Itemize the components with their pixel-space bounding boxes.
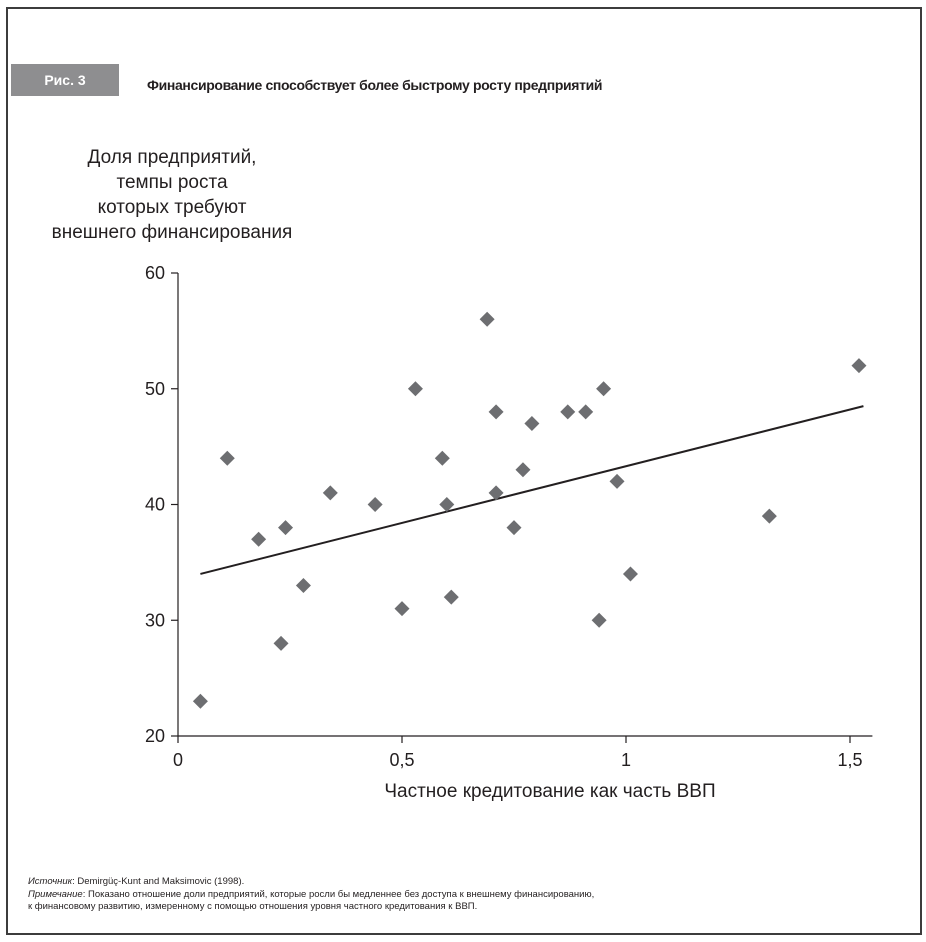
- y-tick-label: 60: [145, 263, 165, 283]
- x-axis-label: Частное кредитование как часть ВВП: [384, 781, 716, 802]
- data-point: [479, 311, 495, 327]
- data-point: [407, 381, 423, 397]
- data-point: [506, 520, 522, 536]
- note-line: Примечание: Показано отношение доли пред…: [28, 889, 594, 902]
- source-label: Источник: [28, 876, 73, 887]
- x-tick-label: 0: [173, 750, 183, 770]
- note-text: : Показано отношение доли предприятий, к…: [82, 888, 595, 900]
- data-point: [434, 450, 450, 466]
- x-tick-label: 1,5: [837, 750, 862, 770]
- data-point: [443, 589, 459, 605]
- figure-notes: Источник: Demirgüç-Kunt and Maksimovic (…: [28, 876, 594, 914]
- data-point: [488, 485, 504, 501]
- data-point: [295, 578, 311, 594]
- data-point: [488, 404, 504, 420]
- trend-line-group: [200, 405, 864, 575]
- source-text: : Demirgüç-Kunt and Maksimovic (1998).: [72, 876, 245, 887]
- data-points: [192, 311, 867, 709]
- y-tick-label: 50: [145, 379, 165, 399]
- data-point: [761, 508, 777, 524]
- data-point: [192, 693, 208, 709]
- data-point: [322, 485, 338, 501]
- data-point: [622, 566, 638, 582]
- trend-line: [200, 405, 864, 575]
- source-line: Источник: Demirgüç-Kunt and Maksimovic (…: [28, 876, 594, 889]
- figure-frame: [6, 7, 922, 935]
- data-point: [524, 415, 540, 431]
- y-tick-label: 30: [145, 610, 165, 630]
- data-point: [596, 381, 612, 397]
- data-point: [609, 473, 625, 489]
- data-point: [578, 404, 594, 420]
- data-point: [251, 531, 267, 547]
- y-axis-label: Доля предприятий, темпы роста которых тр…: [51, 147, 293, 243]
- note-line-2: к финансовому развитию, измеренному с по…: [28, 901, 478, 912]
- x-tick-label: 1: [621, 750, 631, 770]
- x-tick-label: 0,5: [389, 750, 414, 770]
- data-point: [591, 612, 607, 628]
- data-point: [515, 462, 531, 478]
- data-point: [560, 404, 576, 420]
- y-tick-label: 20: [145, 726, 165, 746]
- data-point: [367, 497, 383, 512]
- data-point: [219, 450, 235, 466]
- y-tick-label: 40: [145, 495, 165, 515]
- data-point: [851, 358, 867, 374]
- note-label: Примечание: [28, 888, 83, 900]
- data-point: [439, 497, 455, 512]
- figure-title: Финансирование способствует более быстро…: [147, 77, 603, 93]
- data-point: [278, 520, 294, 536]
- figure-number-badge: Рис. 3: [11, 64, 119, 96]
- data-point: [273, 635, 289, 651]
- data-point: [394, 601, 410, 617]
- chart-axes: 20 30 40 50 60 0 0,5 1 1,5: [145, 263, 873, 770]
